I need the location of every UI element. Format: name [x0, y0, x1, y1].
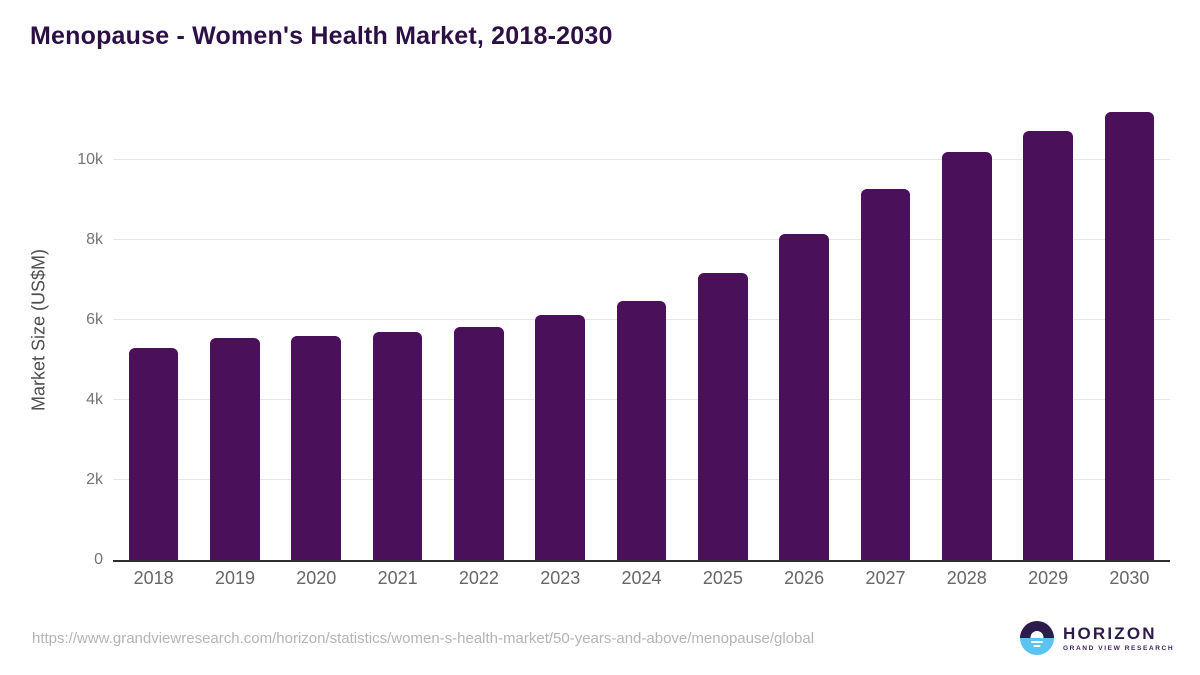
y-axis-title: Market Size (US$M) [28, 248, 49, 412]
x-axis-label-2025: 2025 [702, 568, 743, 588]
bar-slot-2020 [276, 100, 357, 560]
logo-reflection-dash [1033, 645, 1041, 647]
x-axis-labels: 2018 2019 2020 2021 2022 2023 2024 2025 2026 2027… [113, 568, 1170, 589]
logo-sun-arch [1030, 631, 1044, 638]
x-axis-label-2030: 2030 [1109, 568, 1150, 588]
logo-wordmark: HORIZON [1063, 623, 1157, 643]
x-axis-label-2019: 2019 [214, 568, 255, 588]
bar-slot-2022 [438, 100, 519, 560]
bar-slot-2018 [113, 100, 194, 560]
bar-2022 [454, 326, 504, 560]
bar-2026 [779, 234, 829, 560]
bar-2028 [941, 152, 992, 560]
x-axis-label-2026: 2026 [784, 568, 825, 588]
x-axis-label-2020: 2020 [296, 568, 337, 588]
bar-slot-2019 [194, 100, 275, 560]
bar-2030 [1104, 111, 1155, 560]
bar-slot-2029 [1007, 100, 1088, 560]
bar-slot-2028 [926, 100, 1007, 560]
plot-area: 0 2k 4k 6k 8k 10k [77, 100, 1170, 568]
bar-2019 [210, 338, 260, 560]
source-url: https://www.grandviewresearch.com/horizo… [32, 630, 815, 647]
bar-slot-2027 [845, 100, 926, 560]
x-axis-label-2027: 2027 [865, 568, 906, 588]
y-axis-tick-2k: 2k [86, 471, 103, 488]
chart-title: Menopause - Women's Health Market, 2018-… [30, 22, 613, 50]
bar-2020 [291, 335, 342, 560]
logo-reflection-dash [1031, 640, 1043, 643]
logo-text-block: HORIZON GRAND VIEW RESEARCH [1063, 625, 1174, 652]
y-axis-tick-6k: 6k [86, 311, 103, 328]
logo-subtitle: GRAND VIEW RESEARCH [1063, 644, 1175, 652]
bar-2025 [698, 272, 748, 560]
bar-2021 [372, 332, 423, 560]
bar-slot-2021 [357, 100, 438, 560]
gridline-10k [113, 159, 1170, 160]
y-axis-tick-10k: 10k [77, 151, 103, 168]
x-axis-label-2029: 2029 [1028, 568, 1069, 588]
bar-2018 [128, 348, 179, 560]
bar-2023 [535, 315, 586, 560]
x-axis-label-2022: 2022 [458, 568, 499, 588]
x-axis-label-2021: 2021 [377, 568, 418, 588]
gridline-8k [113, 239, 1170, 240]
bar-slot-2030 [1089, 100, 1170, 560]
horizon-logo: HORIZON GRAND VIEW RESEARCH [1020, 621, 1174, 655]
bar-slot-2026 [764, 100, 845, 560]
bar-2029 [1023, 130, 1073, 560]
bar-2024 [616, 300, 667, 560]
bar-slot-2023 [520, 100, 601, 560]
x-axis-label-2018: 2018 [133, 568, 174, 588]
bar-slot-2025 [682, 100, 763, 560]
horizon-sun-icon [1020, 621, 1054, 655]
x-axis-label-2024: 2024 [621, 568, 662, 588]
y-axis-tick-4k: 4k [86, 391, 103, 408]
bar-slot-2024 [601, 100, 682, 560]
x-axis-label-2023: 2023 [540, 568, 581, 588]
logo-sky-half [1020, 621, 1054, 638]
x-axis-label-2028: 2028 [946, 568, 987, 588]
bars-container [113, 100, 1170, 560]
y-axis-tick-8k: 8k [86, 231, 103, 248]
bar-2027 [860, 188, 911, 560]
y-axis-tick-0: 0 [94, 551, 103, 568]
